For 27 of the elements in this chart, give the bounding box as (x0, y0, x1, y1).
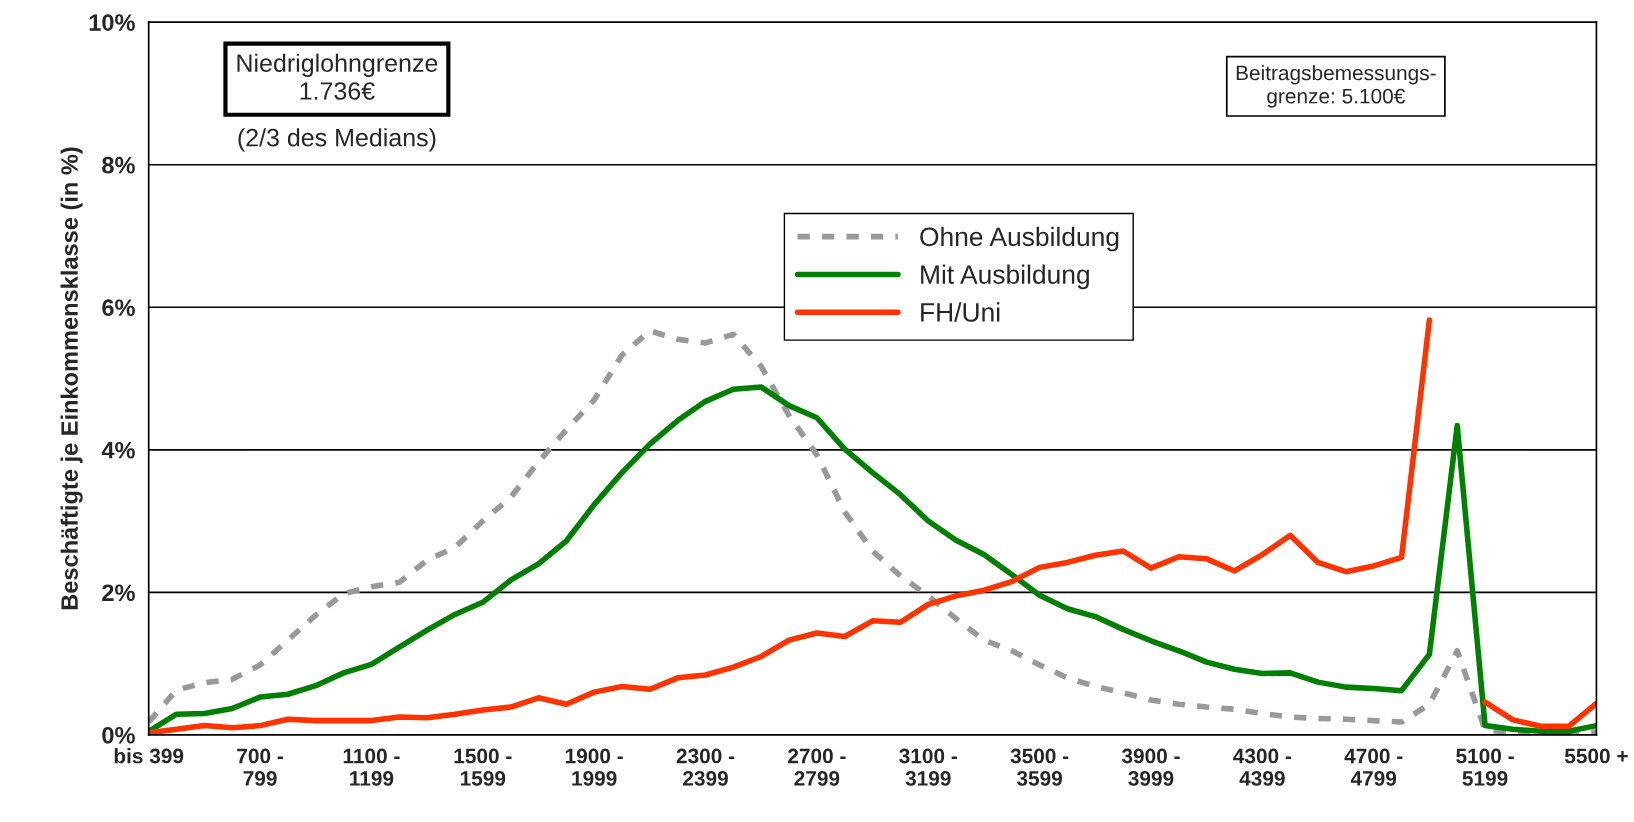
x-tick-label: 1100 - 1199 (343, 748, 400, 786)
y-tick-label: 2% (102, 584, 135, 602)
annotation: (2/3 des Medians) (238, 128, 436, 152)
x-tick-label: 5500 + (1564, 748, 1628, 764)
y-tick-label: 0% (102, 726, 135, 744)
y-tick-label: 10% (89, 14, 135, 31)
legend-label: FH/Uni (921, 302, 1000, 322)
legend-label: Ohne Ausbildung (920, 226, 1119, 252)
x-tick-label: 2700 - 2799 (788, 748, 846, 786)
x-tick-label: 700 - 799 (237, 748, 283, 786)
x-tick-label: 4700 - 4799 (1344, 748, 1403, 786)
annotation: Niedriglohngrenze 1.736€ (237, 53, 438, 100)
y-tick-label: 6% (102, 299, 135, 317)
x-tick-label: 3500 - 3599 (1010, 748, 1069, 786)
x-tick-label: 1500 - 1599 (454, 748, 512, 786)
x-tick-label: 3100 - 3199 (899, 748, 957, 786)
y-tick-label: 4% (101, 441, 135, 459)
x-tick-label: 2300 - 2399 (676, 748, 735, 786)
x-tick-label: 3900 - 3999 (1121, 748, 1180, 786)
y-tick-label: 8% (102, 156, 135, 174)
x-tick-label: 1900 - 1999 (565, 748, 623, 786)
legend-label: Mit Ausbildung (921, 264, 1089, 290)
y-axis-title: Beschäftigte je Einkommensklasse (in %) (60, 147, 83, 610)
x-tick-label: 5100 - 5199 (1456, 748, 1514, 786)
annotation: Beitragsbemessungs- grenze: 5.100€ (1236, 65, 1436, 108)
x-tick-label: 4300 - 4399 (1233, 748, 1292, 786)
x-tick-label: bis 399 (114, 748, 184, 764)
